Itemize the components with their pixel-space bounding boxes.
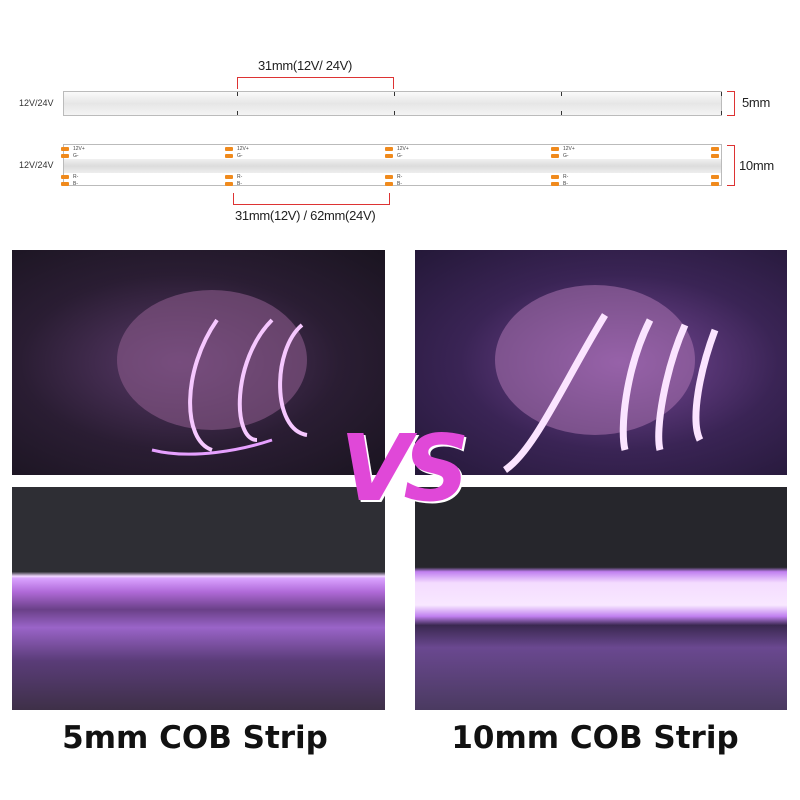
solder-pad xyxy=(385,175,393,179)
caption-5mm: 5mm COB Strip xyxy=(62,720,328,756)
pad-label: G- xyxy=(563,153,569,159)
pad-label: 12V+ xyxy=(563,146,575,152)
pad-label: R- xyxy=(73,174,79,180)
solder-pad xyxy=(61,154,69,158)
solder-pad xyxy=(711,147,719,151)
pad-label: B- xyxy=(397,181,402,187)
pitch-10mm-bracket xyxy=(233,193,390,205)
strip-5mm-diagram xyxy=(63,91,722,116)
solder-pad xyxy=(225,182,233,186)
solder-pad xyxy=(551,147,559,151)
vs-graphic: VS xyxy=(340,415,469,522)
pad-label: B- xyxy=(237,181,242,187)
width-10mm-bracket xyxy=(727,145,735,186)
photo-5mm-hand xyxy=(12,250,385,475)
solder-pad xyxy=(551,154,559,158)
pad-label: G- xyxy=(237,153,243,159)
solder-pad xyxy=(551,182,559,186)
pad-label: 12V+ xyxy=(397,146,409,152)
solder-pad xyxy=(225,154,233,158)
solder-pad xyxy=(61,182,69,186)
photo-5mm-closeup xyxy=(12,487,385,710)
solder-pad xyxy=(711,154,719,158)
pad-label: G- xyxy=(397,153,403,159)
solder-pad xyxy=(61,147,69,151)
solder-pad xyxy=(551,175,559,179)
pad-label: G- xyxy=(73,153,79,159)
pitch-5mm-label: 31mm(12V/ 24V) xyxy=(258,58,353,73)
solder-pad xyxy=(711,175,719,179)
photo-10mm-closeup xyxy=(415,487,787,710)
pad-label: B- xyxy=(73,181,78,187)
pad-label: R- xyxy=(237,174,243,180)
width-5mm-label: 5mm xyxy=(742,95,770,110)
solder-pad xyxy=(711,182,719,186)
voltage-label-10mm: 12V/24V xyxy=(19,160,54,170)
solder-pad xyxy=(385,154,393,158)
solder-pad xyxy=(225,147,233,151)
width-10mm-label: 10mm xyxy=(739,158,774,173)
pad-label: R- xyxy=(563,174,569,180)
pitch-5mm-bracket xyxy=(237,77,394,89)
pad-label: 12V+ xyxy=(73,146,85,152)
pad-label: R- xyxy=(397,174,403,180)
voltage-label-5mm: 12V/24V xyxy=(19,98,54,108)
solder-pad xyxy=(385,147,393,151)
pitch-10mm-label: 31mm(12V) / 62mm(24V) xyxy=(235,208,376,223)
pad-label: 12V+ xyxy=(237,146,249,152)
pad-label: B- xyxy=(563,181,568,187)
solder-pad xyxy=(61,175,69,179)
width-5mm-bracket xyxy=(727,91,735,116)
solder-pad xyxy=(385,182,393,186)
solder-pad xyxy=(225,175,233,179)
caption-10mm: 10mm COB Strip xyxy=(451,720,739,756)
photo-10mm-hand xyxy=(415,250,787,475)
strip-10mm-diagram xyxy=(63,144,722,186)
